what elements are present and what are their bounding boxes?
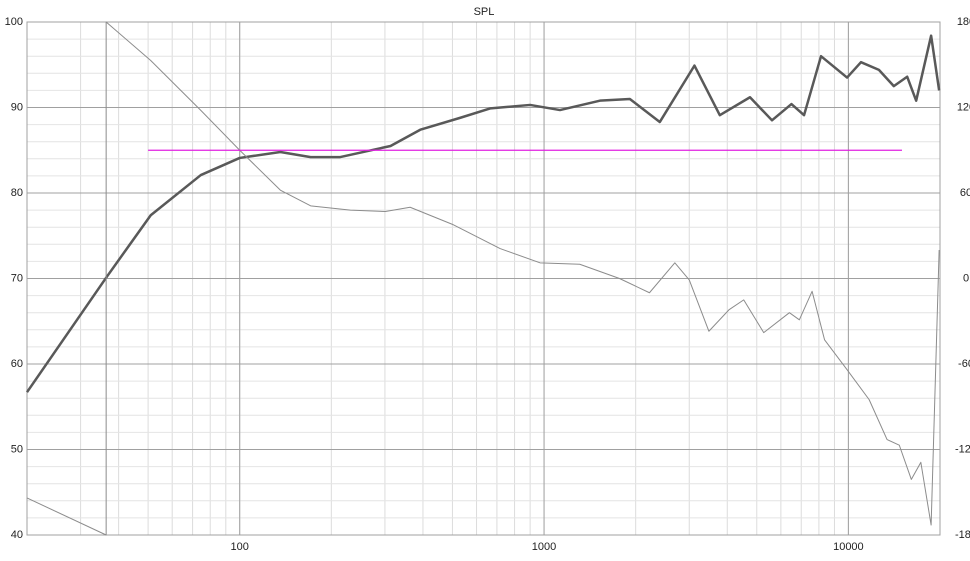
y-tick-label: 90 xyxy=(11,101,23,113)
y-tick-label: 80 xyxy=(11,187,23,199)
y2-tick-label: -60 xyxy=(958,358,970,370)
y-tick-label: 100 xyxy=(5,16,23,28)
y-tick-label: 70 xyxy=(11,272,23,284)
series-line xyxy=(25,34,941,393)
y2-tick-label: -180 xyxy=(955,529,970,541)
chart-title: SPL xyxy=(474,6,495,18)
series-line xyxy=(26,21,940,536)
y2-tick-label: 0 xyxy=(963,272,969,284)
y2-tick-label: 60 xyxy=(960,187,970,199)
x-tick-label: 100 xyxy=(231,541,249,553)
y-tick-label: 40 xyxy=(11,529,23,541)
x-tick-label: 10000 xyxy=(833,541,864,553)
y-tick-label: 50 xyxy=(11,443,23,455)
plot-border xyxy=(26,21,941,536)
y2-tick-label: 120 xyxy=(957,101,970,113)
x-tick-label: 1000 xyxy=(532,541,556,553)
y2-tick-label: 180 xyxy=(957,16,970,28)
y2-tick-label: -120 xyxy=(955,443,970,455)
y-tick-label: 60 xyxy=(11,358,23,370)
